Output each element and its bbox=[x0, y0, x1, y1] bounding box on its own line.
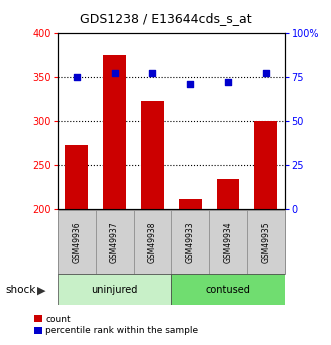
Bar bbox=[171, 210, 209, 274]
Point bbox=[188, 81, 193, 87]
Bar bbox=[103, 55, 126, 209]
Legend: count, percentile rank within the sample: count, percentile rank within the sample bbox=[34, 315, 198, 335]
Bar bbox=[96, 210, 133, 274]
Bar bbox=[255, 121, 277, 209]
Text: ▶: ▶ bbox=[37, 286, 46, 295]
Point bbox=[112, 70, 117, 76]
Bar bbox=[58, 274, 171, 305]
Bar bbox=[179, 199, 202, 209]
Point bbox=[150, 70, 155, 76]
Text: GSM49936: GSM49936 bbox=[72, 221, 81, 263]
Point bbox=[74, 74, 79, 79]
Text: contused: contused bbox=[206, 285, 251, 295]
Point bbox=[225, 79, 231, 85]
Text: GSM49937: GSM49937 bbox=[110, 221, 119, 263]
Text: GSM49938: GSM49938 bbox=[148, 221, 157, 263]
Text: GSM49934: GSM49934 bbox=[223, 221, 232, 263]
Bar bbox=[58, 210, 96, 274]
Bar bbox=[133, 210, 171, 274]
Bar bbox=[141, 100, 164, 209]
Bar bbox=[209, 210, 247, 274]
Bar bbox=[247, 210, 285, 274]
Bar bbox=[66, 145, 88, 209]
Point bbox=[263, 70, 268, 76]
Text: GDS1238 / E13644cds_s_at: GDS1238 / E13644cds_s_at bbox=[80, 12, 251, 25]
Text: GSM49935: GSM49935 bbox=[261, 221, 270, 263]
Text: shock: shock bbox=[5, 286, 35, 295]
Text: GSM49933: GSM49933 bbox=[186, 221, 195, 263]
Text: uninjured: uninjured bbox=[91, 285, 138, 295]
Bar bbox=[216, 179, 239, 209]
Bar bbox=[171, 274, 285, 305]
